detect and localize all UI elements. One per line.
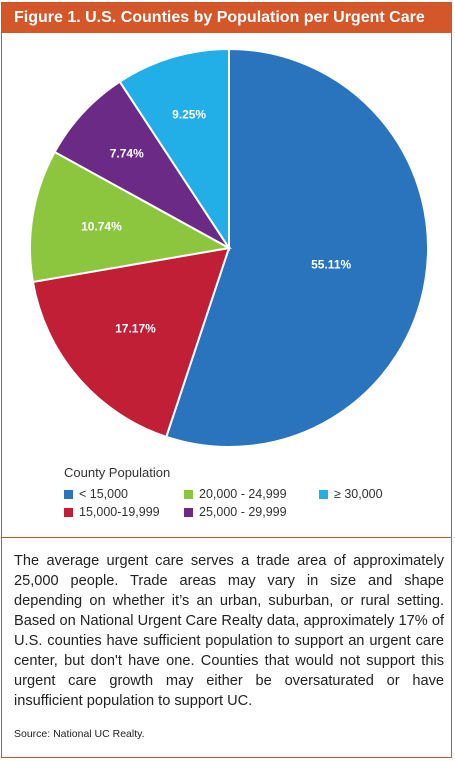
legend-item-2: 15,000-19,999 [64, 505, 160, 519]
slice-label-2: 17.17% [115, 321, 156, 335]
pie-slice-2 [31, 246, 231, 439]
figure-title: Figure 1. U.S. Counties by Population pe… [2, 3, 451, 33]
legend-item-5: ≥ 30,000 [319, 487, 383, 501]
pie-slice-1 [164, 47, 429, 448]
pie-chart: 55.11% 17.17% 10.74% 7.74% 9.25% [29, 47, 429, 448]
legend-label: ≥ 30,000 [334, 487, 383, 501]
slice-label-5: 9.25% [172, 108, 206, 122]
legend-label: 20,000 - 24,999 [199, 487, 287, 501]
legend-swatch [64, 507, 73, 517]
legend-item-4: 25,000 - 29,999 [184, 505, 287, 519]
slice-label-1: 55.11% [311, 258, 351, 272]
source-note: Source: National UC Realty. [14, 728, 145, 740]
slice-label-4: 7.74% [110, 146, 144, 160]
legend-label: 25,000 - 29,999 [199, 505, 287, 519]
pie-slice-5 [118, 47, 230, 252]
legend-swatch [184, 507, 193, 517]
legend-swatch [64, 489, 73, 499]
legend-label: 15,000-19,999 [79, 505, 160, 519]
legend-item-3: 20,000 - 24,999 [184, 487, 287, 501]
slice-label-3: 10.74% [81, 220, 122, 234]
description-paragraph: The average urgent care serves a trade a… [14, 553, 444, 709]
legend: County Population < 15,000 15,000-19,999 2… [64, 465, 444, 519]
legend-item-1: < 15,000 [64, 487, 128, 501]
legend-swatch [319, 489, 328, 499]
pie-slice-4 [53, 80, 230, 249]
pie-slice-3 [29, 150, 232, 284]
legend-title: County Population [64, 465, 171, 480]
legend-label: < 15,000 [79, 487, 129, 501]
legend-swatch [184, 489, 193, 499]
divider [2, 537, 451, 538]
